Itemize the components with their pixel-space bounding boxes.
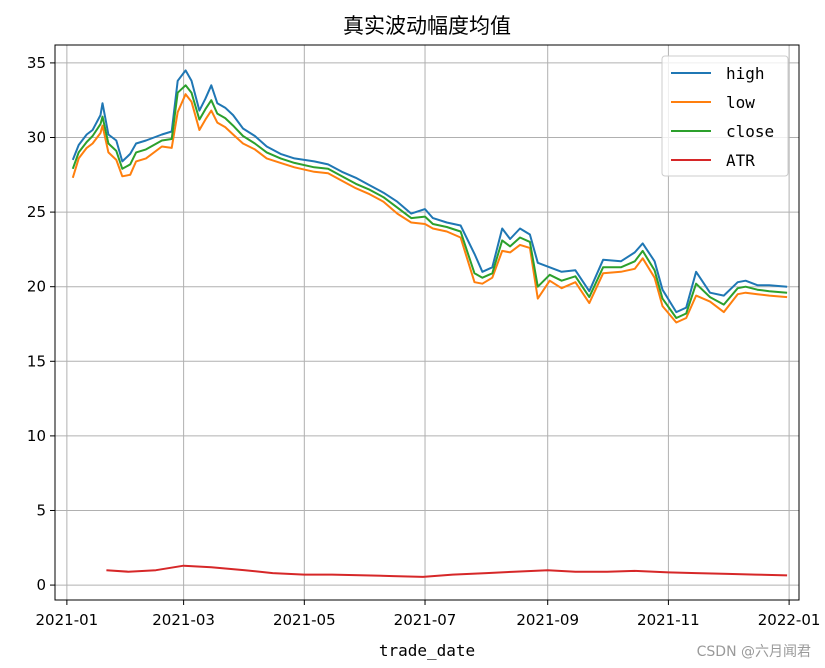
x-tick-label: 2021-11 bbox=[637, 611, 700, 629]
y-tick-label: 5 bbox=[36, 501, 46, 519]
legend-label-close: close bbox=[726, 122, 774, 141]
x-axis-ticks: 2021-01 2021-03 2021-05 2021-07 2021-09 2021-… bbox=[36, 600, 821, 629]
legend-box bbox=[661, 55, 789, 177]
watermark: CSDN @六月闻君 bbox=[696, 644, 811, 660]
y-axis-ticks: 0 5 10 15 20 25 30 35 bbox=[27, 54, 55, 594]
series-line-close bbox=[71, 84, 788, 319]
y-tick-label: 15 bbox=[27, 352, 46, 370]
y-tick-label: 35 bbox=[27, 54, 46, 72]
x-tick-label: 2021-07 bbox=[394, 611, 457, 629]
x-tick-label: 2021-03 bbox=[152, 611, 215, 629]
series-line-atr bbox=[106, 564, 788, 578]
x-axis-label: trade_date bbox=[378, 641, 476, 660]
x-tick-label: 2021-09 bbox=[516, 611, 579, 629]
series-line-low bbox=[71, 93, 788, 324]
legend: high low close ATR bbox=[661, 55, 789, 177]
gridlines bbox=[55, 45, 799, 600]
y-tick-label: 30 bbox=[27, 129, 46, 147]
legend-label-low: low bbox=[726, 93, 755, 112]
y-tick-label: 10 bbox=[27, 427, 46, 445]
y-tick-label: 25 bbox=[27, 203, 46, 221]
legend-label-atr: ATR bbox=[726, 151, 755, 170]
plot-frame bbox=[54, 44, 800, 601]
series-line-high bbox=[71, 69, 788, 314]
chart-title: 真实波动幅度均值 bbox=[343, 14, 511, 38]
y-tick-label: 0 bbox=[36, 576, 46, 594]
x-tick-label: 2021-01 bbox=[36, 611, 99, 629]
x-tick-label: 2021-05 bbox=[273, 611, 336, 629]
x-tick-label: 2022-01 bbox=[758, 611, 821, 629]
series-lines bbox=[71, 69, 788, 578]
y-tick-label: 20 bbox=[27, 278, 46, 296]
legend-label-high: high bbox=[726, 64, 765, 83]
